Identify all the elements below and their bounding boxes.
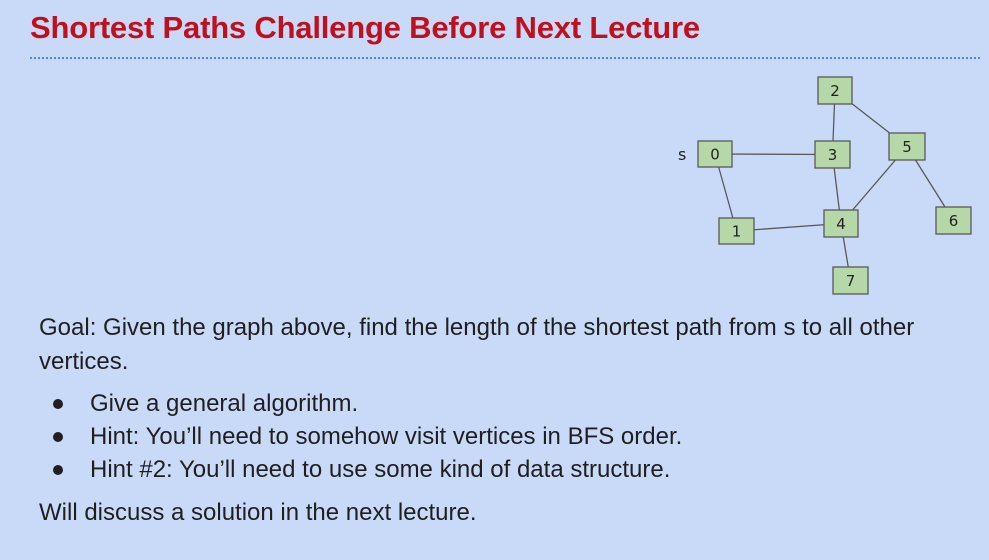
node-label: 6 — [949, 212, 959, 230]
graph-edges — [714, 89, 955, 281]
node-5: 5 — [888, 132, 926, 161]
node-0: 0 — [697, 140, 733, 168]
node-box — [935, 206, 972, 235]
node-2: 2 — [817, 76, 853, 105]
bullet-icon — [53, 432, 63, 442]
node-1: 1 — [718, 217, 755, 245]
node-box — [823, 209, 859, 238]
node-box — [814, 140, 851, 169]
graph-diagram: s 0 1 2 3 4 5 6 7 — [678, 76, 972, 295]
slide-title: Shortest Paths Challenge Before Next Lec… — [30, 10, 700, 45]
graph-nodes: 0 1 2 3 4 5 6 7 — [697, 76, 972, 295]
node-label: 0 — [710, 146, 720, 164]
node-label: 1 — [732, 223, 742, 241]
node-6: 6 — [935, 206, 972, 235]
node-label: 7 — [846, 272, 856, 290]
node-box — [697, 140, 733, 168]
goal-text: Goal: Given the graph above, find the le… — [39, 314, 915, 375]
node-label: 2 — [830, 82, 840, 100]
bullet-item: Hint #2: You’ll need to use some kind of… — [39, 453, 969, 486]
bullet-icon — [53, 399, 63, 409]
node-label: 5 — [902, 138, 912, 156]
node-label: 3 — [828, 146, 838, 164]
bullet-icon — [53, 465, 63, 475]
bullet-item: Give a general algorithm. — [39, 387, 969, 420]
bullet-text: Give a general algorithm. — [90, 390, 359, 417]
node-label: 4 — [836, 215, 846, 233]
bullet-text: Hint: You’ll need to somehow visit verti… — [90, 423, 683, 450]
node-7: 7 — [832, 266, 869, 295]
node-box — [832, 266, 869, 295]
source-label: s — [678, 145, 686, 164]
node-4: 4 — [823, 209, 859, 238]
node-3: 3 — [814, 140, 851, 169]
node-box — [718, 217, 755, 245]
body-text: Goal: Given the graph above, find the le… — [39, 311, 969, 530]
node-box — [888, 132, 926, 161]
closing-text: Will discuss a solution in the next lect… — [39, 499, 477, 526]
hint-list: Give a general algorithm. Hint: You’ll n… — [39, 387, 969, 486]
title-divider — [30, 57, 980, 59]
edge-0-3 — [714, 153, 833, 156]
node-box — [817, 76, 853, 105]
bullet-text: Hint #2: You’ll need to use some kind of… — [90, 456, 671, 483]
bullet-item: Hint: You’ll need to somehow visit verti… — [39, 420, 969, 453]
